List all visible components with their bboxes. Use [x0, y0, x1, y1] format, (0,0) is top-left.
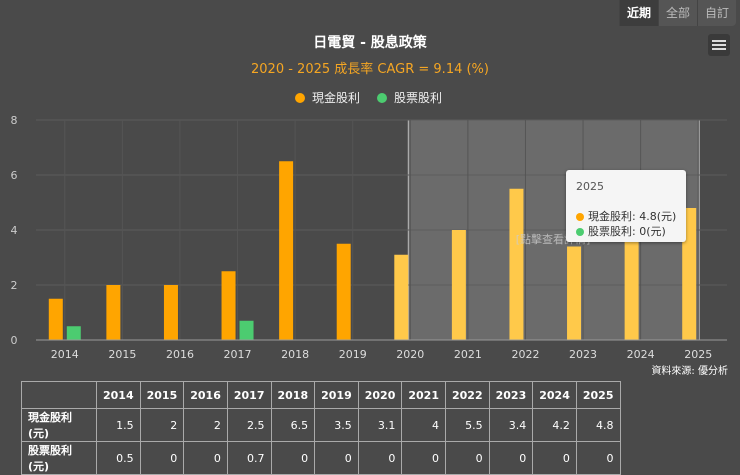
bar-cash [48, 298, 63, 340]
bar-cash [163, 285, 178, 340]
table-corner-cell [21, 381, 97, 409]
table-header-year: 2019 [314, 381, 359, 409]
table-cell: 0 [139, 441, 185, 475]
table-header-year: 2025 [575, 381, 621, 409]
x-tick-label: 2024 [627, 348, 655, 361]
table-header-year: 2021 [401, 381, 446, 409]
table-cell: 3.4 [488, 408, 534, 442]
bar-cash [394, 254, 409, 340]
bar-cash [336, 243, 351, 340]
bar-cash [624, 224, 639, 340]
table-row-label: 現金股利(元) [21, 408, 97, 442]
legend-cash-icon [295, 93, 305, 103]
table-cell: 5.5 [445, 408, 490, 442]
table-cell: 0 [532, 441, 577, 475]
table-cell: 0 [575, 441, 621, 475]
table-cell: 4.8 [575, 408, 621, 442]
table-body: 現金股利(元) 1.5 2 2 2.5 6.5 3.5 3.1 4 5.5 3.4 4.2 4.8 股票股… [21, 408, 621, 475]
menu-icon[interactable] [708, 34, 730, 56]
table-header-year: 2022 [445, 381, 490, 409]
x-tick-label: 2014 [51, 348, 79, 361]
range-button-custom[interactable]: 自訂 [697, 0, 736, 26]
table-cell: 0 [183, 441, 228, 475]
chart-subtitle: 2020 - 2025 成長率 CAGR = 9.14 (%) [251, 62, 489, 77]
bar-stock [239, 320, 254, 340]
table-cell: 0.5 [96, 441, 141, 475]
table-header-year: 2024 [532, 381, 577, 409]
x-tick-label: 2025 [684, 348, 712, 361]
bar-stock [66, 326, 81, 340]
x-tick-label: 2020 [396, 348, 424, 361]
table-cell: 0 [401, 441, 446, 475]
bar-cash [567, 246, 582, 340]
tooltip-stock-text: 股票股利: 0(元) [588, 225, 666, 238]
table-header-year: 2014 [96, 381, 141, 409]
dividend-table: 2014 2015 2016 2017 2018 2019 2020 2021 2022 2023… [21, 381, 621, 475]
x-tick-label: 2016 [166, 348, 194, 361]
cash-dot-icon [576, 213, 584, 221]
bar-cash [682, 208, 697, 340]
legend-cash-label: 現金股利 [312, 90, 360, 105]
bar-cash [279, 161, 294, 340]
table-row-label: 股票股利(元) [21, 441, 97, 475]
tooltip-row-cash: 現金股利: 4.8(元) [576, 208, 676, 224]
table-cell: 0 [270, 441, 316, 475]
bar-cash [221, 271, 236, 340]
y-tick-label: 8 [11, 114, 18, 127]
table-cell: 0.7 [226, 441, 272, 475]
x-tick-label: 2015 [108, 348, 136, 361]
table-cell: 1.5 [96, 408, 141, 442]
table-cell: 4.2 [532, 408, 577, 442]
source-label: 資料來源: 優分析 [651, 366, 728, 377]
x-tick-label: 2022 [511, 348, 539, 361]
x-tick-label: 2017 [224, 348, 252, 361]
table-cell: 3.1 [357, 408, 403, 442]
x-tick-label: 2018 [281, 348, 309, 361]
x-tick-label: 2019 [339, 348, 367, 361]
x-tick-label: 2023 [569, 348, 597, 361]
table-header-year: 2020 [357, 381, 403, 409]
table-cell: 3.5 [314, 408, 359, 442]
table-cell: 4 [401, 408, 446, 442]
y-tick-label: 2 [11, 279, 18, 292]
y-tick-label: 0 [11, 334, 18, 347]
legend-stock-icon [377, 93, 387, 103]
table-cell: 0 [314, 441, 359, 475]
table-header-year: 2023 [488, 381, 534, 409]
bar-cash [106, 285, 121, 340]
legend-stock-label: 股票股利 [394, 91, 442, 105]
table-header-year: 2017 [226, 381, 272, 409]
chart-title: 日電貿 - 股息政策 [313, 35, 427, 51]
table-header-year: 2015 [139, 381, 185, 409]
table-cell: 2.5 [226, 408, 272, 442]
range-button-recent[interactable]: 近期 [619, 0, 658, 26]
table-row: 股票股利(元) 0.5 0 0 0.7 0 0 0 0 0 0 0 0 [21, 441, 621, 475]
table-row: 現金股利(元) 1.5 2 2 2.5 6.5 3.5 3.1 4 5.5 3.4 4.2 4.8 [21, 408, 621, 442]
tooltip-title: 2025 [576, 180, 604, 193]
y-tick-label: 4 [11, 224, 18, 237]
table-cell: 0 [488, 441, 534, 475]
range-button-group: 近期 全部 自訂 [619, 0, 736, 26]
y-tick-label: 6 [11, 169, 18, 182]
table-header-year: 2018 [270, 381, 316, 409]
stock-dot-icon [576, 228, 584, 236]
table-cell: 0 [445, 441, 490, 475]
chart-tooltip: 2025 現金股利: 4.8(元) 股票股利: 0(元) [566, 170, 686, 242]
range-button-all[interactable]: 全部 [658, 0, 697, 26]
table-cell: 2 [183, 408, 228, 442]
bar-cash [509, 188, 524, 340]
table-cell: 2 [139, 408, 185, 442]
table-cell: 6.5 [270, 408, 316, 442]
tooltip-row-stock: 股票股利: 0(元) [576, 223, 666, 239]
bar-cash [451, 230, 466, 340]
x-tick-label: 2021 [454, 348, 482, 361]
tooltip-cash-text: 現金股利: 4.8(元) [588, 210, 677, 223]
table-cell: 0 [357, 441, 403, 475]
table-header-year: 2016 [183, 381, 228, 409]
table-header-row: 2014 2015 2016 2017 2018 2019 2020 2021 2022 2023… [21, 381, 621, 409]
